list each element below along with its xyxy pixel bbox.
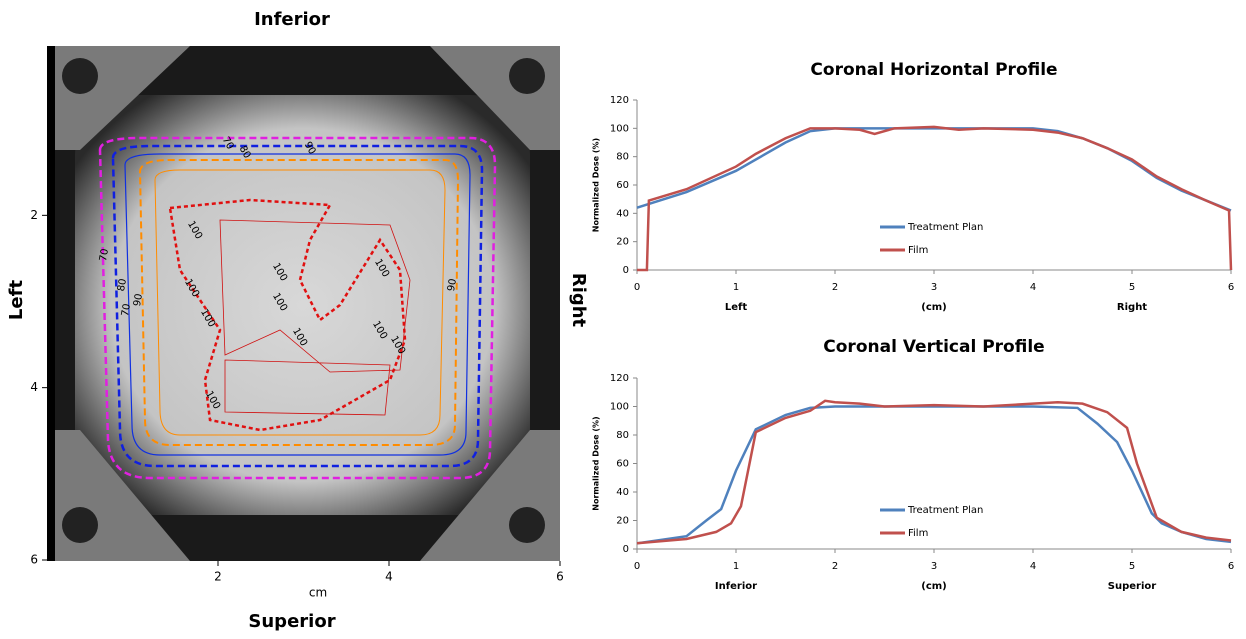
x-axis-label: cm [309,586,327,600]
y-tick-label: 20 [616,237,629,248]
y-tick-label: 40 [616,208,629,219]
y-tick-label: 120 [610,373,629,384]
x-tick-label: 2 [832,282,838,293]
x-annotation: (cm) [921,581,947,592]
x-tick-label: 6 [1228,282,1234,293]
x-annotation: Right [1117,302,1147,313]
x-tick-label: 1 [733,282,739,293]
y-axis-label: Normalized Dose (%) [592,416,601,510]
legend-label: Film [908,528,928,539]
y-tick-label: 6 [30,553,38,567]
y-tick-label: 4 [30,380,38,394]
y-tick-label: 0 [623,544,629,555]
data-line [637,128,1231,210]
y-tick-label: 80 [616,430,629,441]
y-tick-label: 20 [616,516,629,527]
contour-label: 80 [116,278,129,292]
x-annotation: Left [725,302,748,313]
y-tick-label: 80 [616,152,629,163]
x-annotation: Inferior [715,581,757,592]
y-tick-label: 100 [610,402,629,413]
x-tick-label: 1 [733,561,739,572]
data-line [637,401,1231,544]
x-tick-label: 5 [1129,561,1135,572]
bottom-label: Superior [248,611,335,632]
y-tick-label: 60 [616,459,629,470]
x-tick-label: 0 [634,561,640,572]
right-label: Right [568,273,589,328]
y-tick-label: 0 [623,265,629,276]
y-tick-label: 60 [616,180,629,191]
legend-label: Film [908,245,928,256]
x-tick-label: 2 [214,570,222,584]
x-tick-label: 6 [1228,561,1234,572]
y-tick-label: 2 [30,208,38,222]
contour-label: 70 [98,248,111,262]
x-tick-label: 2 [832,561,838,572]
contour-label: 70 [120,303,133,317]
x-tick-label: 3 [931,282,937,293]
contour-label: 90 [132,293,145,307]
left-label: Left [6,280,27,321]
figure: 7080907080907090100100100100100100100100… [0,0,1246,635]
x-tick-label: 5 [1129,282,1135,293]
x-annotation: (cm) [921,302,947,313]
top-label: Inferior [254,9,330,30]
chart-title: Coronal Horizontal Profile [810,60,1057,80]
x-tick-label: 4 [1030,561,1036,572]
chart-title: Coronal Vertical Profile [823,337,1044,357]
y-axis-label: Normalized Dose (%) [592,138,601,232]
legend-label: Treatment Plan [907,505,983,516]
legend-label: Treatment Plan [907,222,983,233]
y-tick-label: 40 [616,487,629,498]
x-tick-label: 4 [1030,282,1036,293]
x-tick-label: 4 [385,570,393,584]
x-tick-label: 0 [634,282,640,293]
y-tick-label: 120 [610,95,629,106]
contour-label: 90 [446,278,459,292]
x-annotation: Superior [1108,581,1156,592]
x-tick-label: 3 [931,561,937,572]
x-tick-label: 6 [556,570,564,584]
y-tick-label: 100 [610,123,629,134]
data-line [637,127,1231,270]
